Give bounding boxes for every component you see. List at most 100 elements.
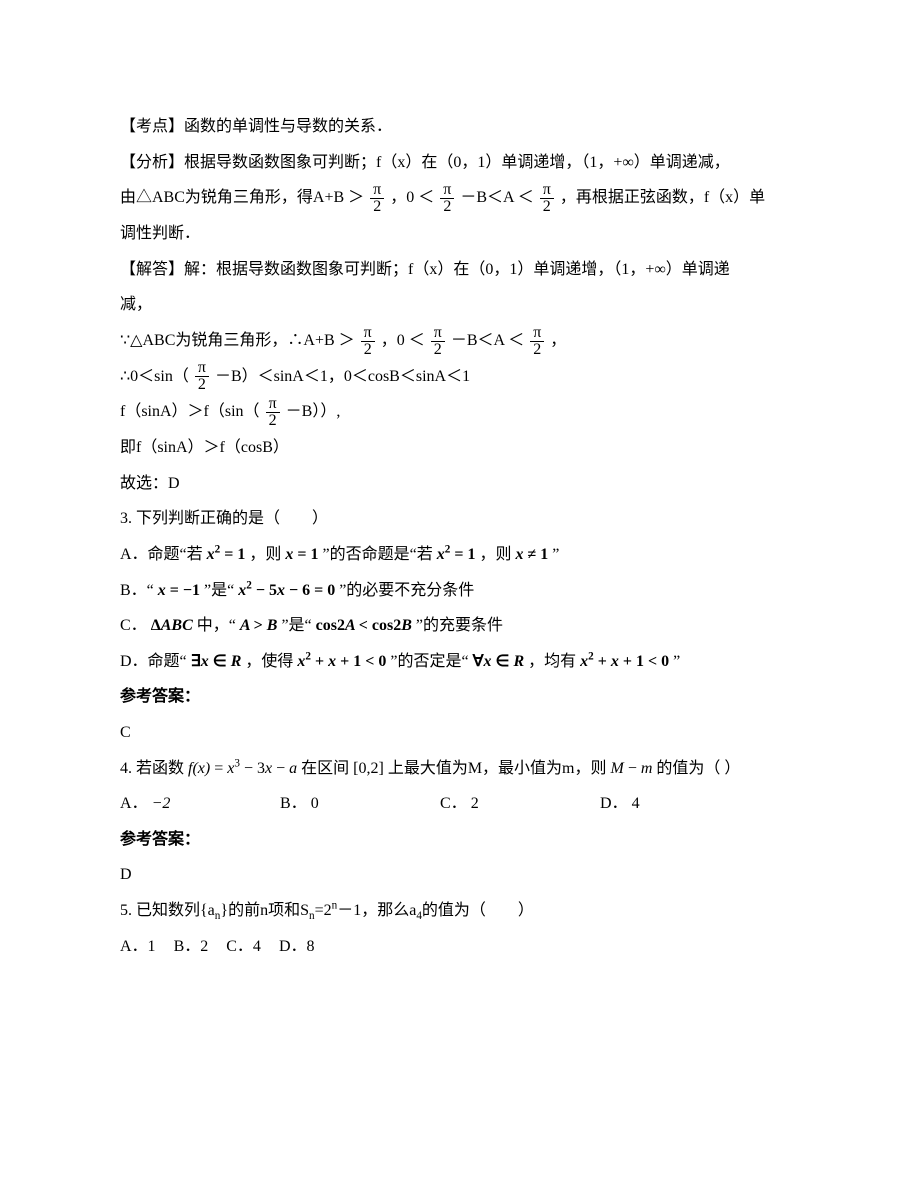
q3-a-m2: x = 1 <box>285 546 318 563</box>
frac-pi2: π 2 <box>431 325 445 358</box>
frac-den: 2 <box>361 342 375 358</box>
frac-den: 2 <box>530 342 544 358</box>
q5-option-c: C．4 <box>226 938 261 955</box>
q3-a-mid2: ”的否命题是“若 <box>323 546 433 563</box>
jieda-line3: ∴0＜sin（ π 2 －B）＜sinA＜1，0＜cosB＜sinA＜1 <box>120 360 800 394</box>
q4-stem-c: 上最大值为M，最小值为m，则 <box>388 760 607 777</box>
q3-a-mid: ，则 <box>249 546 281 563</box>
fenxi-line3: 调性判断． <box>120 217 800 251</box>
q3-a-pre: A．命题“若 <box>120 546 203 563</box>
q3-option-b: B．“ x = −1 ”是“ x2 − 5x − 6 = 0 ”的必要不充分条件 <box>120 574 800 608</box>
frac-den: 2 <box>266 413 280 429</box>
q3-d-m4: x2 + x + 1 < 0 <box>580 653 669 670</box>
fenxi-text1: 根据导数函数图象可判断；f（x）在（0，1）单调递增，（1，+∞）单调递减， <box>184 154 730 171</box>
q5-stem-d: －1，那么a <box>337 902 416 919</box>
q5-stem-c: =2 <box>315 902 332 919</box>
q4-c-val: 2 <box>471 795 479 812</box>
q5-option-d: D．8 <box>279 938 315 955</box>
q3-c-mid2: ”是“ <box>281 617 311 634</box>
q3-c-m1: ΔABC <box>151 617 193 634</box>
q4-option-a: A． −2 <box>120 787 280 821</box>
jieda-line1: 【解答】解：根据导数函数图象可判断；f（x）在（0，1）单调递增，（1，+∞）单… <box>120 253 800 287</box>
kaodian-line: 【考点】函数的单调性与导数的关系． <box>120 110 800 144</box>
q3-b-pre: B．“ <box>120 582 154 599</box>
frac-num: π <box>431 325 445 342</box>
frac-num: π <box>195 360 209 377</box>
q3-a-end: ” <box>552 546 559 563</box>
q3-a-m4: x ≠ 1 <box>515 546 548 563</box>
q4-option-d: D． 4 <box>600 787 760 821</box>
frac-pi2: π 2 <box>195 360 209 393</box>
q3-option-a: A．命题“若 x2 = 1 ，则 x = 1 ”的否命题是“若 x2 = 1 ，… <box>120 538 800 572</box>
q3-d-m1: ∃x ∈ R <box>191 653 242 670</box>
q5-stem-b: }的前n项和S <box>220 902 309 919</box>
q3-d-end: ” <box>673 653 680 670</box>
q4-answer: D <box>120 858 800 892</box>
q4-stem-b: 在区间 <box>301 760 349 777</box>
fenxi-line2: 由△ABC为锐角三角形，得A+B ＞ π 2 ，0 ＜ π 2 －B＜A ＜ π… <box>120 181 800 215</box>
fenxi-text2a: 由△ABC为锐角三角形，得A+B <box>120 189 344 206</box>
q4-a-label: A． <box>120 795 148 812</box>
q3-d-mid2: ”的否定是“ <box>390 653 468 670</box>
q5-stem-e: 的值为（ ） <box>422 902 534 919</box>
q3-answer-hd-text: 参考答案： <box>120 688 200 705</box>
frac-num: π <box>370 182 384 199</box>
frac-num: π <box>530 325 544 342</box>
q3-c-m2: A > B <box>240 617 278 634</box>
q4-answer-text: D <box>120 866 132 883</box>
frac-num: π <box>266 396 280 413</box>
frac-den: 2 <box>195 377 209 393</box>
jieda-text4b: －B））, <box>286 403 341 420</box>
q5-option-b: B．2 <box>174 938 209 955</box>
q4-options: A． −2 B． 0 C． 2 D． 4 <box>120 787 800 821</box>
q5-options: A．1 B．2 C．4 D．8 <box>120 930 800 964</box>
q4-expr: M − m <box>611 760 653 777</box>
jieda-text3a: ∴0＜sin（ <box>120 368 189 385</box>
frac-pi2: π 2 <box>266 396 280 429</box>
q3-a-mid3: ，则 <box>479 546 511 563</box>
q3-answer-heading: 参考答案： <box>120 680 800 714</box>
jieda-line5: 即f（sinA）＞f（cosB） <box>120 431 800 465</box>
jieda-text6: 故选：D <box>120 475 180 492</box>
frac-den: 2 <box>540 199 554 215</box>
q3-a-m3: x2 = 1 <box>437 546 476 563</box>
q3-b-m1: x = −1 <box>158 582 200 599</box>
q5-stem: 5. 已知数列{an}的前n项和Sn=2n－1，那么a4的值为（ ） <box>120 894 800 928</box>
gt-sign: ＞ <box>348 189 364 206</box>
q3-stem-text: 3. 下列判断正确的是（ ） <box>120 510 328 527</box>
jieda-text1a: 解：根据导数函数图象可判断；f（x）在（0，1）单调递增，（1，+∞）单调递 <box>184 261 730 278</box>
fenxi-text3: 调性判断． <box>120 225 200 242</box>
q4-stem-d: 的值为（ ） <box>656 760 740 777</box>
q3-c-mid: 中，“ <box>197 617 236 634</box>
page: 【考点】函数的单调性与导数的关系． 【分析】根据导数函数图象可判断；f（x）在（… <box>0 0 920 1191</box>
q4-option-c: C． 2 <box>440 787 600 821</box>
jieda-line2: ∵△ABC为锐角三角形，∴A+B ＞ π 2 ，0 ＜ π 2 －B＜A ＜ π… <box>120 324 800 358</box>
q5-option-a: A．1 <box>120 938 156 955</box>
q4-option-b: B． 0 <box>280 787 440 821</box>
jieda-label: 【解答】 <box>120 261 184 278</box>
jieda-text4a: f（sinA）＞f（sin（ <box>120 403 260 420</box>
q4-fn: f(x) = x3 − 3x − a <box>188 760 297 777</box>
lt-sign: ＜ <box>508 332 524 349</box>
frac-pi2: π 2 <box>540 182 554 215</box>
frac-num: π <box>540 182 554 199</box>
q3-b-mid: ”是“ <box>204 582 234 599</box>
q4-c-label: C． <box>440 795 467 812</box>
frac-num: π <box>440 182 454 199</box>
q4-stem-a: 4. 若函数 <box>120 760 184 777</box>
q3-stem: 3. 下列判断正确的是（ ） <box>120 502 800 536</box>
fenxi-line1: 【分析】根据导数函数图象可判断；f（x）在（0，1）单调递增，（1，+∞）单调递… <box>120 146 800 180</box>
jieda-line1b: 减， <box>120 288 800 322</box>
q5-stem-a: 5. 已知数列{a <box>120 902 215 919</box>
q3-a-m1: x2 = 1 <box>207 546 246 563</box>
kaodian-label: 【考点】 <box>120 118 184 135</box>
q3-c-end: ”的充要条件 <box>416 617 503 634</box>
frac-den: 2 <box>431 342 445 358</box>
gt-sign: ＞ <box>339 332 355 349</box>
lt-sign: ＜ <box>418 189 434 206</box>
jieda-text1b: 减， <box>120 296 152 313</box>
q3-d-pre: D．命题“ <box>120 653 187 670</box>
q4-b-label: B． <box>280 795 307 812</box>
q3-b-end: ”的必要不充分条件 <box>339 582 474 599</box>
q3-c-pre: C． <box>120 617 147 634</box>
